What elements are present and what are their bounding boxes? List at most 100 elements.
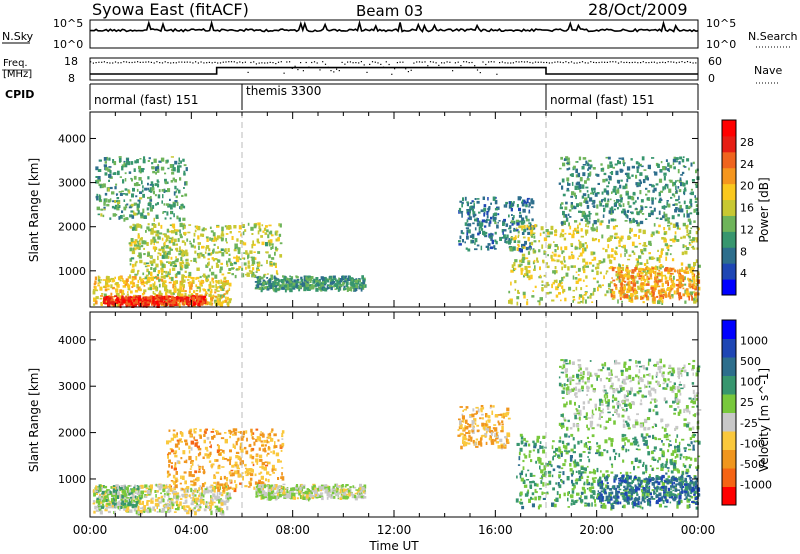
range-gate-cell [189, 286, 193, 290]
range-gate-cell [618, 264, 621, 269]
range-gate-cell [528, 270, 531, 274]
range-gate-cell [171, 490, 175, 495]
range-gate-cell [241, 273, 245, 278]
range-gate-cell [180, 296, 184, 301]
range-gate-cell [590, 293, 593, 296]
range-gate-cell [147, 160, 150, 162]
range-gate-cell [199, 506, 202, 509]
range-gate-cell [157, 270, 160, 274]
range-gate-cell [543, 237, 548, 242]
range-gate-cell [517, 289, 520, 294]
range-gate-cell [223, 277, 227, 280]
range-gate-cell [695, 169, 698, 174]
range-gate-cell [157, 503, 160, 506]
range-gate-cell [226, 497, 230, 502]
range-gate-cell [577, 187, 581, 190]
range-gate-cell [623, 210, 627, 215]
nave-dot [521, 61, 523, 63]
range-gate-cell [648, 183, 652, 186]
range-gate-cell [667, 244, 670, 247]
range-gate-cell [589, 164, 593, 168]
range-gate-cell [494, 221, 497, 225]
range-gate-cell [644, 294, 647, 297]
range-gate-cell [560, 260, 563, 264]
range-gate-cell [667, 268, 672, 272]
range-gate-cell [179, 262, 183, 267]
range-gate-cell [679, 177, 682, 181]
range-gate-cell [466, 235, 469, 240]
range-gate-cell [649, 277, 653, 280]
range-gate-cell [511, 223, 514, 226]
range-gate-cell [106, 284, 110, 288]
range-gate-cell [94, 300, 98, 305]
range-gate-cell [255, 428, 259, 431]
nave-dot [681, 61, 683, 63]
range-gate-cell [192, 496, 195, 502]
nave-dot [92, 62, 94, 64]
range-gate-cell [191, 295, 195, 298]
nave-dot [673, 61, 675, 63]
nave-dot [471, 61, 473, 64]
range-gate-cell [131, 302, 134, 305]
beam-title: Beam 03 [356, 2, 423, 20]
range-gate-cell [218, 500, 221, 504]
range-gate-cell [612, 294, 616, 298]
range-gate-cell [611, 267, 615, 272]
range-gate-cell [266, 285, 269, 290]
range-gate-cell [620, 267, 623, 269]
range-gate-cell [603, 275, 605, 280]
range-gate-cell [93, 492, 96, 497]
range-gate-cell [277, 477, 280, 480]
range-gate-cell [164, 217, 167, 220]
range-gate-cell [167, 188, 171, 193]
range-gate-cell [206, 292, 209, 295]
range-gate-cell [181, 488, 184, 491]
range-gate-cell [692, 247, 696, 250]
range-gate-cell [234, 274, 237, 279]
range-gate-cell [355, 283, 358, 288]
freq-panel: Freq. [MHz] 18 8 60 0 Nave [2, 55, 782, 85]
range-gate-cell [540, 226, 544, 231]
range-gate-cell [194, 442, 198, 447]
range-gate-cell [179, 266, 183, 271]
range-gate-cell [188, 473, 192, 477]
range-gate-cell [183, 205, 186, 209]
range-gate-cell [215, 280, 218, 282]
range-gate-cell [640, 272, 644, 275]
range-gate-cell [672, 158, 677, 163]
range-gate-cell [533, 250, 537, 253]
range-gate-cell [170, 292, 174, 295]
nave-dot [181, 61, 183, 63]
range-gate-cell [358, 285, 361, 290]
range-gate-cell [163, 295, 167, 300]
range-gate-cell [185, 459, 188, 464]
range-gate-cell [120, 302, 123, 305]
range-gate-cell [627, 268, 629, 273]
range-gate-cell [156, 490, 159, 493]
range-gate-cell [266, 280, 270, 284]
range-gate-cell [360, 282, 363, 285]
range-gate-cell [239, 445, 242, 451]
range-gate-cell [209, 253, 212, 256]
range-gate-cell [572, 232, 575, 235]
range-gate-cell [672, 162, 675, 166]
range-gate-cell [116, 303, 120, 308]
range-gate-cell [473, 203, 475, 207]
range-gate-cell [118, 156, 122, 158]
range-gate-cell [169, 268, 171, 273]
range-gate-cell [155, 300, 159, 304]
range-gate-cell [577, 278, 580, 282]
range-gate-cell [674, 269, 677, 273]
range-gate-cell [660, 279, 663, 283]
power-colorbar-tick: 8 [740, 245, 747, 258]
range-gate-cell [467, 202, 469, 207]
range-gate-cell [654, 171, 658, 176]
range-gate-cell [182, 225, 185, 230]
range-gate-cell [103, 198, 107, 203]
range-gate-cell [118, 157, 122, 163]
range-gate-cell [605, 272, 608, 275]
range-gate-cell [521, 202, 523, 205]
range-gate-cell [194, 303, 197, 306]
range-gate-cell [95, 296, 99, 300]
range-gate-cell [121, 498, 125, 502]
